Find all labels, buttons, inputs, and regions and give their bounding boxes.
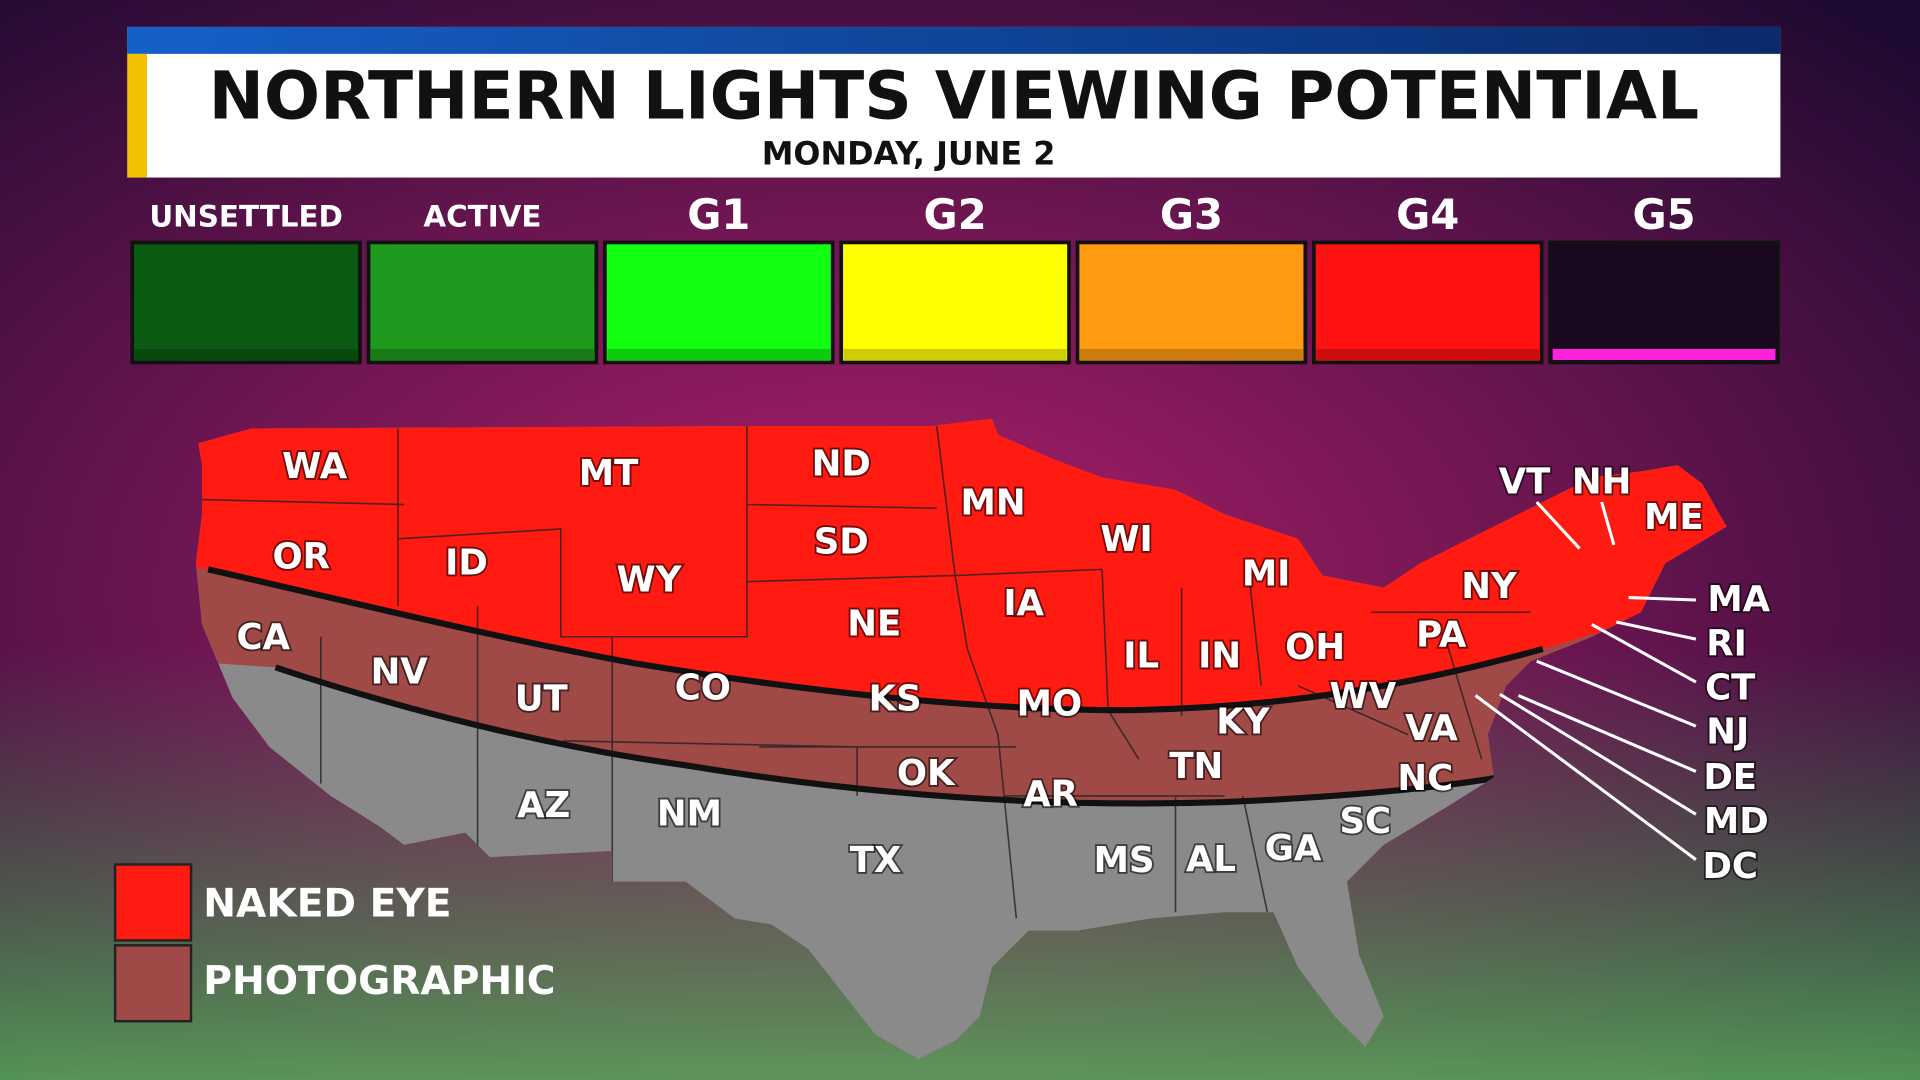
state-label: OH [1285,627,1345,668]
state-label: VA [1405,708,1458,749]
level-box [1075,240,1308,365]
state-label: PA [1416,615,1467,656]
state-label: WY [617,560,683,601]
state-label: NC [1397,758,1453,799]
legend-label: PHOTOGRAPHIC [203,959,555,1004]
legend-swatch [113,944,193,1023]
state-label: WV [1330,676,1397,717]
level-label: ACTIVE [423,199,541,233]
state-label: ME [1644,497,1704,538]
state-label: IL [1123,636,1159,677]
level-label: G2 [924,190,987,239]
level-label: G3 [1160,190,1223,239]
state-label: VT [1499,462,1551,503]
level-base [1552,348,1776,360]
state-label: NV [371,651,429,692]
level-base [1080,348,1303,360]
level-box [1312,240,1544,365]
level-box [130,240,362,365]
state-label: MS [1094,840,1155,881]
state-label: TX [850,840,902,881]
kp-scale: UNSETTLED ACTIVE G1 G2 G3 G4 G5 [130,190,1780,365]
state-label: CO [675,667,731,708]
state-label: UT [515,678,569,719]
state-label: OK [897,753,956,794]
level-base [843,348,1067,360]
level-base [371,348,594,360]
state-labels: WA OR CA ID NV MT WY UT CO AZ NM ND SD NE KS OK TX MN IA MO… [235,441,1773,889]
level-label: G1 [687,190,750,239]
state-label: NH [1572,462,1631,503]
state-label: AZ [517,785,570,826]
state-label: AR [1023,774,1078,815]
state-label: NY [1461,566,1518,607]
state-label: MT [579,453,639,494]
state-label: SD [814,522,869,563]
state-label: WI [1100,519,1152,560]
state-label: MD [1704,801,1769,842]
state-label: NM [657,794,722,835]
level-label: UNSETTLED [149,199,343,233]
title: NORTHERN LIGHTS VIEWING POTENTIAL [209,57,1700,134]
state-label: MO [1017,683,1083,724]
state-label: IN [1198,636,1241,677]
state-label: MN [961,482,1026,523]
level-base [1316,348,1540,360]
legend-label: NAKED EYE [203,882,451,927]
level-box [366,240,599,365]
state-label: GA [1265,828,1322,869]
level-box [839,240,1071,365]
level-base [134,348,358,360]
subtitle: MONDAY, JUNE 2 [762,135,1056,173]
level-base [607,348,831,360]
state-label: ND [812,443,871,484]
state-label: NE [847,604,901,645]
pointer-arrows [1474,501,1697,861]
state-label: KY [1216,702,1271,743]
level-box [603,240,835,365]
state-label: OR [272,536,330,577]
level-label: G4 [1396,190,1459,239]
level-box [1548,240,1780,365]
state-label: ID [445,542,488,583]
zone-boundaries [207,566,1544,807]
header-stripe [127,26,1781,54]
state-label: TN [1169,746,1223,787]
state-label: MA [1707,579,1770,620]
state-label: MI [1242,554,1291,595]
state-label: RI [1706,623,1747,664]
state-label: DE [1703,757,1757,798]
level-label: G5 [1633,190,1696,239]
state-label: AL [1186,839,1236,880]
state-label: IA [1003,583,1044,624]
state-label: SC [1339,801,1391,842]
state-label: CA [236,617,290,658]
header-accent [127,53,147,178]
state-label: DC [1702,846,1758,887]
state-label: KS [869,678,922,719]
state-label: WA [282,446,348,487]
legend-swatch [113,863,193,942]
state-label: NJ [1706,711,1749,752]
state-label: CT [1705,667,1756,708]
